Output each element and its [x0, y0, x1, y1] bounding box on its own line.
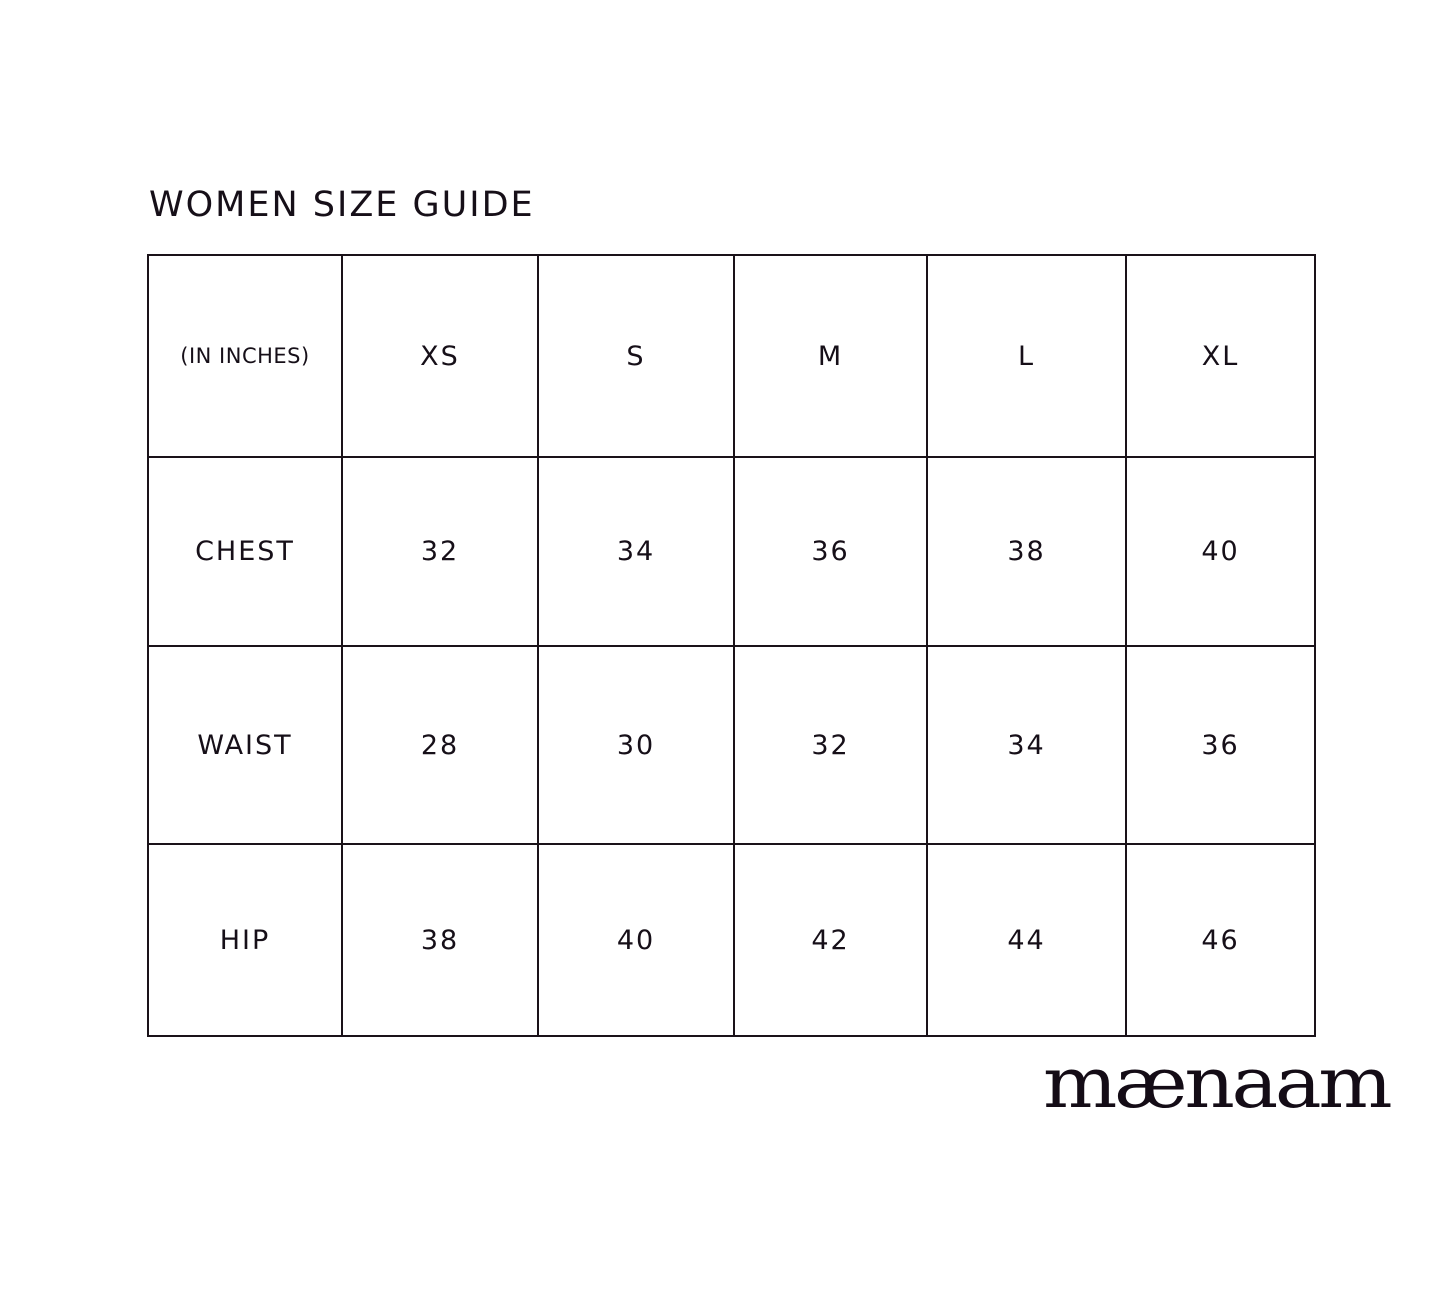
table-cell: 28 [341, 645, 539, 845]
table-row-chest: CHEST 32 34 36 38 40 [147, 456, 1316, 647]
row-label: WAIST [147, 645, 343, 845]
size-table: (IN INCHES) XS S M L XL CHEST 32 34 36 3… [147, 254, 1316, 1037]
size-header-xs: XS [341, 254, 539, 458]
size-header-s: S [537, 254, 735, 458]
header-row: (IN INCHES) XS S M L XL [147, 254, 1316, 458]
size-header-m: M [733, 254, 928, 458]
table-row-hip: HIP 38 40 42 44 46 [147, 843, 1316, 1037]
table-cell: 32 [733, 645, 928, 845]
row-label: CHEST [147, 456, 343, 647]
unit-label: (IN INCHES) [147, 254, 343, 458]
table-cell: 38 [926, 456, 1127, 647]
page-title: WOMEN SIZE GUIDE [149, 185, 535, 225]
table-cell: 40 [1125, 456, 1316, 647]
row-label: HIP [147, 843, 343, 1037]
size-header-l: L [926, 254, 1127, 458]
table-row-waist: WAIST 28 30 32 34 36 [147, 645, 1316, 845]
brand-logo: mænaam [1043, 1042, 1393, 1124]
table-cell: 42 [733, 843, 928, 1037]
table-cell: 32 [341, 456, 539, 647]
table-cell: 46 [1125, 843, 1316, 1037]
table-cell: 40 [537, 843, 735, 1037]
size-header-xl: XL [1125, 254, 1316, 458]
table-cell: 38 [341, 843, 539, 1037]
table-cell: 34 [537, 456, 735, 647]
table-cell: 44 [926, 843, 1127, 1037]
table-cell: 34 [926, 645, 1127, 845]
table-cell: 36 [733, 456, 928, 647]
table-cell: 36 [1125, 645, 1316, 845]
table-cell: 30 [537, 645, 735, 845]
